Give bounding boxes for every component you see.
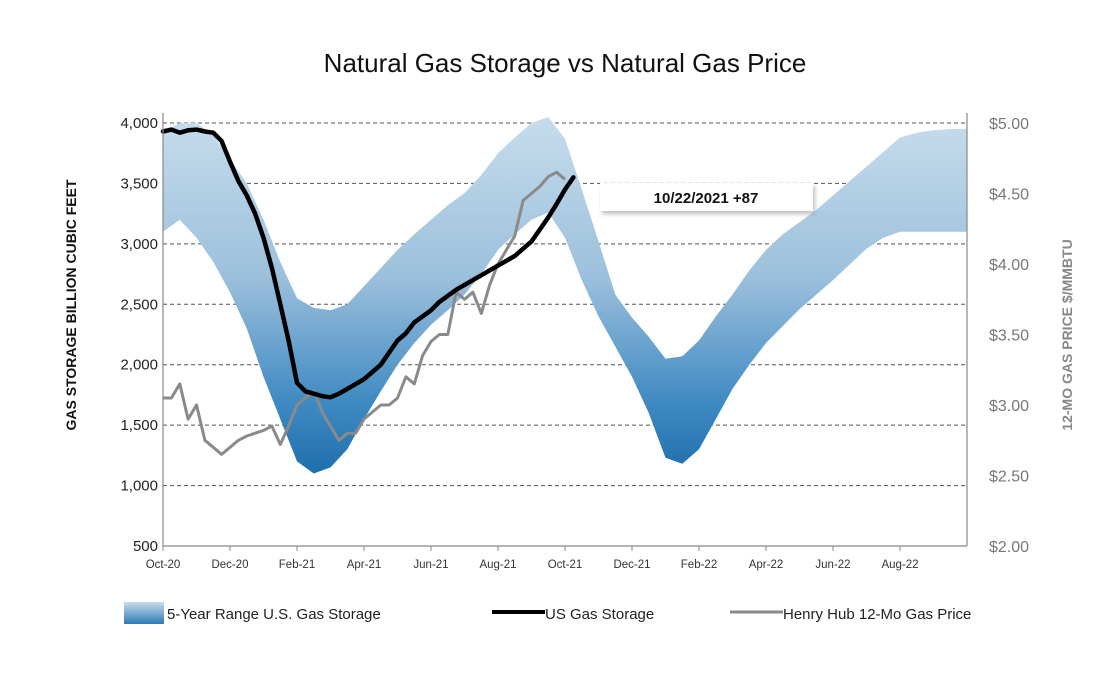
y-right-tick-label: $3.00 bbox=[989, 398, 1029, 415]
x-tick-label: Oct-20 bbox=[146, 559, 181, 571]
y-left-tick-label: 3,000 bbox=[120, 236, 158, 253]
y-axis-right-label: 12-MO GAS PRICE $/MMBTU bbox=[1059, 239, 1075, 430]
y-right-tick-label: $2.50 bbox=[989, 469, 1029, 486]
legend-label-storage: US Gas Storage bbox=[545, 606, 654, 623]
x-ticks: Oct-20 Dec-20 Feb-21 Apr-21 Jun-21 Aug-21 Oct-… bbox=[146, 546, 919, 571]
storage-layer bbox=[160, 127, 576, 400]
y-right-tick-label: $4.00 bbox=[989, 257, 1029, 274]
annotation-text: 10/22/2021 +87 bbox=[654, 190, 759, 207]
y-left-tick-label: 500 bbox=[133, 538, 158, 555]
y-left-tick-label: 1,500 bbox=[120, 417, 158, 434]
y-left-tick-label: 3,500 bbox=[120, 175, 158, 192]
x-tick-label: Aug-21 bbox=[479, 559, 516, 571]
band-layer bbox=[163, 117, 967, 474]
y-right-tick-label: $3.50 bbox=[989, 328, 1029, 345]
x-tick-label: Oct-21 bbox=[548, 559, 583, 571]
y-left-tick-label: 2,000 bbox=[120, 357, 158, 374]
legend-label-range: 5-Year Range U.S. Gas Storage bbox=[167, 606, 381, 623]
x-tick-label: Apr-22 bbox=[749, 559, 784, 571]
legend: 5-Year Range U.S. Gas Storage US Gas Sto… bbox=[124, 602, 971, 624]
annotation-callout: 10/22/2021 +87 bbox=[600, 183, 813, 211]
legend-swatch-range bbox=[124, 602, 164, 624]
x-tick-label: Feb-22 bbox=[681, 559, 717, 571]
y-right-ticks: $5.00 $4.50 $4.00 $3.50 $3.00 $2.50 $2.00 bbox=[989, 116, 1029, 556]
series-band-5yr-range bbox=[163, 117, 967, 474]
y-right-tick-label: $2.00 bbox=[989, 539, 1029, 556]
x-tick-label: Feb-21 bbox=[279, 559, 315, 571]
y-left-ticks: 4,000 3,500 3,000 2,500 2,000 1,500 1,000 500 bbox=[120, 115, 158, 555]
y-left-tick-label: 4,000 bbox=[120, 115, 158, 132]
y-left-tick-label: 1,000 bbox=[120, 478, 158, 495]
y-right-tick-label: $5.00 bbox=[989, 116, 1029, 133]
x-tick-label: Apr-21 bbox=[347, 559, 382, 571]
y-left-tick-label: 2,500 bbox=[120, 296, 158, 313]
y-axis-left-label: GAS STORAGE BILLION CUBIC FEET bbox=[63, 179, 79, 430]
chart-title: Natural Gas Storage vs Natural Gas Price bbox=[324, 48, 807, 78]
x-tick-label: Dec-20 bbox=[211, 559, 248, 571]
x-tick-label: Jun-22 bbox=[815, 559, 850, 571]
x-tick-label: Dec-21 bbox=[613, 559, 650, 571]
x-tick-label: Aug-22 bbox=[881, 559, 918, 571]
annotation-box bbox=[600, 183, 813, 211]
x-tick-label: Jun-21 bbox=[413, 559, 448, 571]
series-line-us-gas-storage bbox=[160, 127, 576, 400]
y-right-tick-label: $4.50 bbox=[989, 187, 1029, 204]
legend-label-price: Henry Hub 12-Mo Gas Price bbox=[783, 606, 971, 623]
